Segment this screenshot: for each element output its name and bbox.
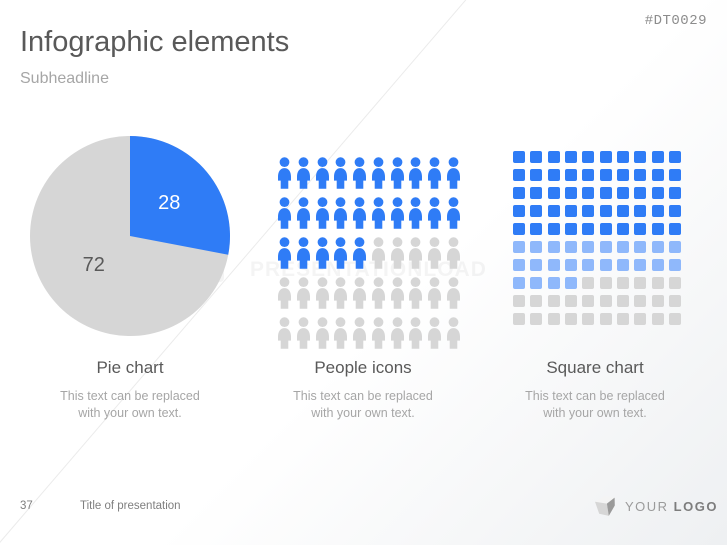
svg-text:28: 28 (158, 192, 180, 214)
svg-text:72: 72 (83, 254, 105, 276)
